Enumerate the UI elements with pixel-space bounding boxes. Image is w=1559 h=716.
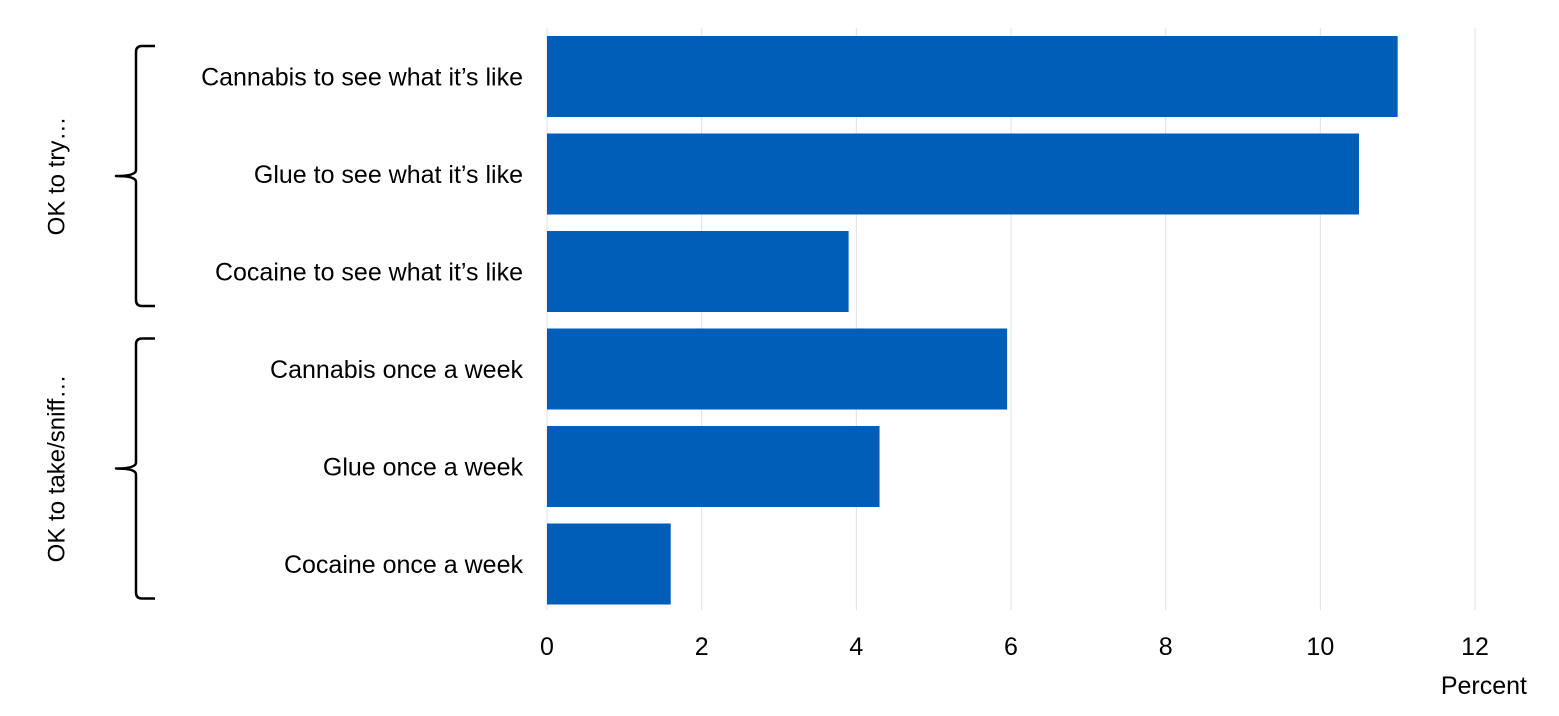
category-label: Glue to see what it’s like (254, 161, 523, 189)
x-axis-title: Percent (1441, 672, 1527, 700)
group-brackets: OK to try… OK to take/sniff… (43, 44, 155, 600)
group-bracket (114, 337, 155, 600)
bar (547, 426, 880, 507)
gridlines (546, 28, 1476, 610)
bar (547, 231, 849, 312)
bar (547, 36, 1398, 117)
x-tick-label: 0 (540, 633, 554, 661)
group-label: OK to take/sniff… (43, 375, 70, 563)
bar (547, 133, 1359, 215)
category-label: Cannabis once a week (270, 356, 523, 384)
group-label: OK to try… (43, 117, 70, 236)
x-tick-label: 12 (1461, 633, 1489, 661)
category-label: Cocaine once a week (284, 551, 524, 579)
category-label: Cannabis to see what it’s like (201, 64, 523, 92)
x-tick-label: 2 (695, 633, 709, 661)
x-tick-label: 6 (1004, 633, 1018, 661)
category-label: Glue once a week (323, 454, 524, 482)
x-tick-label: 10 (1306, 633, 1334, 661)
x-tick-label: 4 (849, 633, 863, 661)
bar (547, 523, 671, 605)
x-axis-ticks: 0 2 4 6 8 10 12 (540, 633, 1489, 661)
bars (547, 36, 1398, 605)
x-tick-label: 8 (1159, 633, 1173, 661)
bar (547, 328, 1008, 410)
category-labels: Cannabis to see what it’s like Glue to se… (201, 64, 523, 580)
category-label: Cocaine to see what it’s like (215, 259, 523, 287)
group-bracket (114, 44, 155, 308)
